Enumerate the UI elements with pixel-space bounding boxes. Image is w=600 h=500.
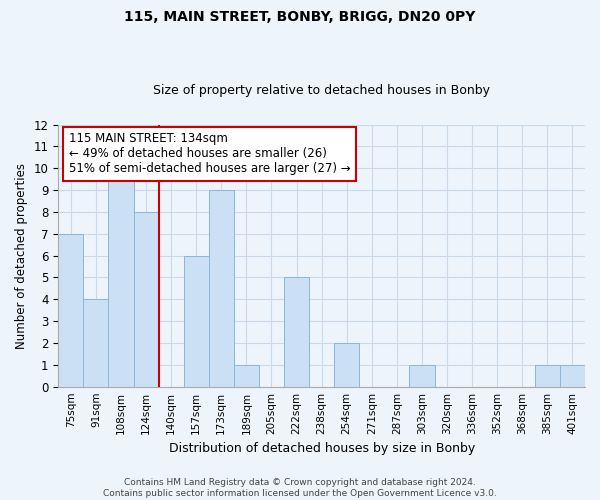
Bar bbox=[134, 212, 158, 386]
Bar bbox=[535, 365, 560, 386]
Bar bbox=[284, 278, 309, 386]
Text: Contains HM Land Registry data © Crown copyright and database right 2024.
Contai: Contains HM Land Registry data © Crown c… bbox=[103, 478, 497, 498]
Y-axis label: Number of detached properties: Number of detached properties bbox=[15, 162, 28, 348]
Bar bbox=[234, 365, 259, 386]
Bar bbox=[334, 343, 359, 386]
Bar bbox=[209, 190, 234, 386]
Bar bbox=[560, 365, 585, 386]
Title: Size of property relative to detached houses in Bonby: Size of property relative to detached ho… bbox=[153, 84, 490, 97]
Bar bbox=[83, 300, 109, 386]
Bar bbox=[409, 365, 434, 386]
Text: 115 MAIN STREET: 134sqm
← 49% of detached houses are smaller (26)
51% of semi-de: 115 MAIN STREET: 134sqm ← 49% of detache… bbox=[69, 132, 350, 176]
Bar bbox=[184, 256, 209, 386]
X-axis label: Distribution of detached houses by size in Bonby: Distribution of detached houses by size … bbox=[169, 442, 475, 455]
Bar bbox=[109, 168, 134, 386]
Bar bbox=[58, 234, 83, 386]
Text: 115, MAIN STREET, BONBY, BRIGG, DN20 0PY: 115, MAIN STREET, BONBY, BRIGG, DN20 0PY bbox=[124, 10, 476, 24]
